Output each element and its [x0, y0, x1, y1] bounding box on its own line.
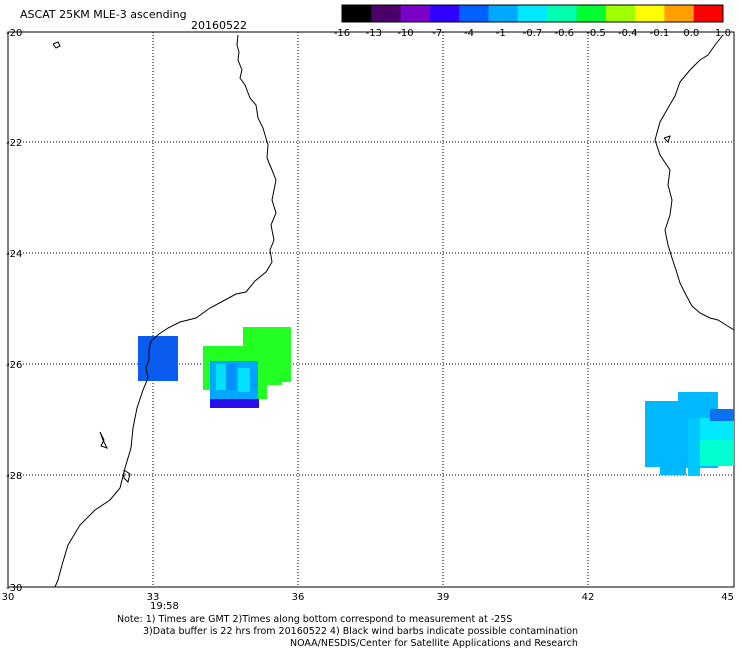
color-scale-label: -0.6 [555, 28, 575, 39]
note-line-1: Note: 1) Times are GMT 2)Times along bot… [117, 614, 513, 625]
gridlines [8, 32, 734, 587]
latitude-labels: -20 -22 -24 -26 -28 -30 [6, 28, 22, 594]
coastline-madagascar-detail [663, 135, 671, 143]
product-title: ASCAT 25KM MLE-3 ascending [20, 8, 187, 21]
longitude-labels: 30 33 36 39 42 45 [2, 592, 734, 603]
color-scale-label: 0.0 [683, 28, 699, 39]
color-scale-label: -10 [397, 28, 413, 39]
color-swatch [459, 5, 489, 22]
color-swatch [635, 5, 665, 22]
color-scale-label: -4 [464, 28, 474, 39]
measurement-time: 19:58 [150, 601, 179, 612]
color-scale-label: -7 [432, 28, 442, 39]
color-swatch [664, 5, 695, 22]
latitude-label: -24 [6, 249, 22, 260]
color-swatch [693, 5, 724, 22]
color-scale-bar [341, 4, 724, 23]
latitude-label: -22 [6, 138, 22, 149]
wind-data-cells-west [138, 327, 291, 408]
color-scale-label: -0.5 [586, 28, 606, 39]
coastline-lake [99, 431, 108, 449]
coastline-island-1 [52, 41, 61, 49]
color-swatch [371, 5, 402, 22]
color-scale-label: -0.4 [618, 28, 638, 39]
longitude-label: 45 [721, 592, 734, 603]
color-swatch [400, 5, 431, 22]
color-swatch [576, 5, 607, 22]
product-date: 20160522 [191, 19, 247, 32]
color-scale-label: -16 [334, 28, 350, 39]
color-scale-label: -0.7 [523, 28, 543, 39]
color-swatch [342, 5, 372, 22]
latitude-label: -28 [6, 471, 22, 482]
coastline-madagascar [654, 34, 735, 331]
color-swatch [517, 5, 548, 22]
color-swatch [488, 5, 519, 22]
longitude-label: 36 [292, 592, 305, 603]
note-line-2: 3)Data buffer is 22 hrs from 20160522 4)… [143, 626, 579, 637]
latitude-label: -30 [6, 583, 22, 594]
longitude-label: 39 [437, 592, 450, 603]
color-scale-label: -13 [366, 28, 382, 39]
wind-data-cells-east [645, 392, 734, 476]
longitude-label: 30 [2, 592, 15, 603]
color-swatch [547, 5, 577, 22]
color-swatch [605, 5, 636, 22]
latitude-label: -26 [6, 360, 22, 371]
coastline-africa [54, 34, 277, 588]
longitude-label: 33 [147, 592, 160, 603]
latitude-label: -20 [6, 28, 22, 39]
color-swatch [429, 5, 460, 22]
note-line-3: NOAA/NESDIS/Center for Satellite Applica… [290, 638, 578, 649]
color-scale-labels: -16 -13 -10 -7 -4 -1 -0.7 -0.6 -0.5 -0.4 -0.1 0.0 1.… [334, 28, 731, 39]
color-scale-label: -1 [496, 28, 506, 39]
longitude-label: 42 [582, 592, 595, 603]
color-scale-label: -0.1 [650, 28, 670, 39]
plot-frame [7, 31, 735, 588]
color-scale-label: 1.0 [715, 28, 731, 39]
coastline-inlet [123, 469, 131, 483]
